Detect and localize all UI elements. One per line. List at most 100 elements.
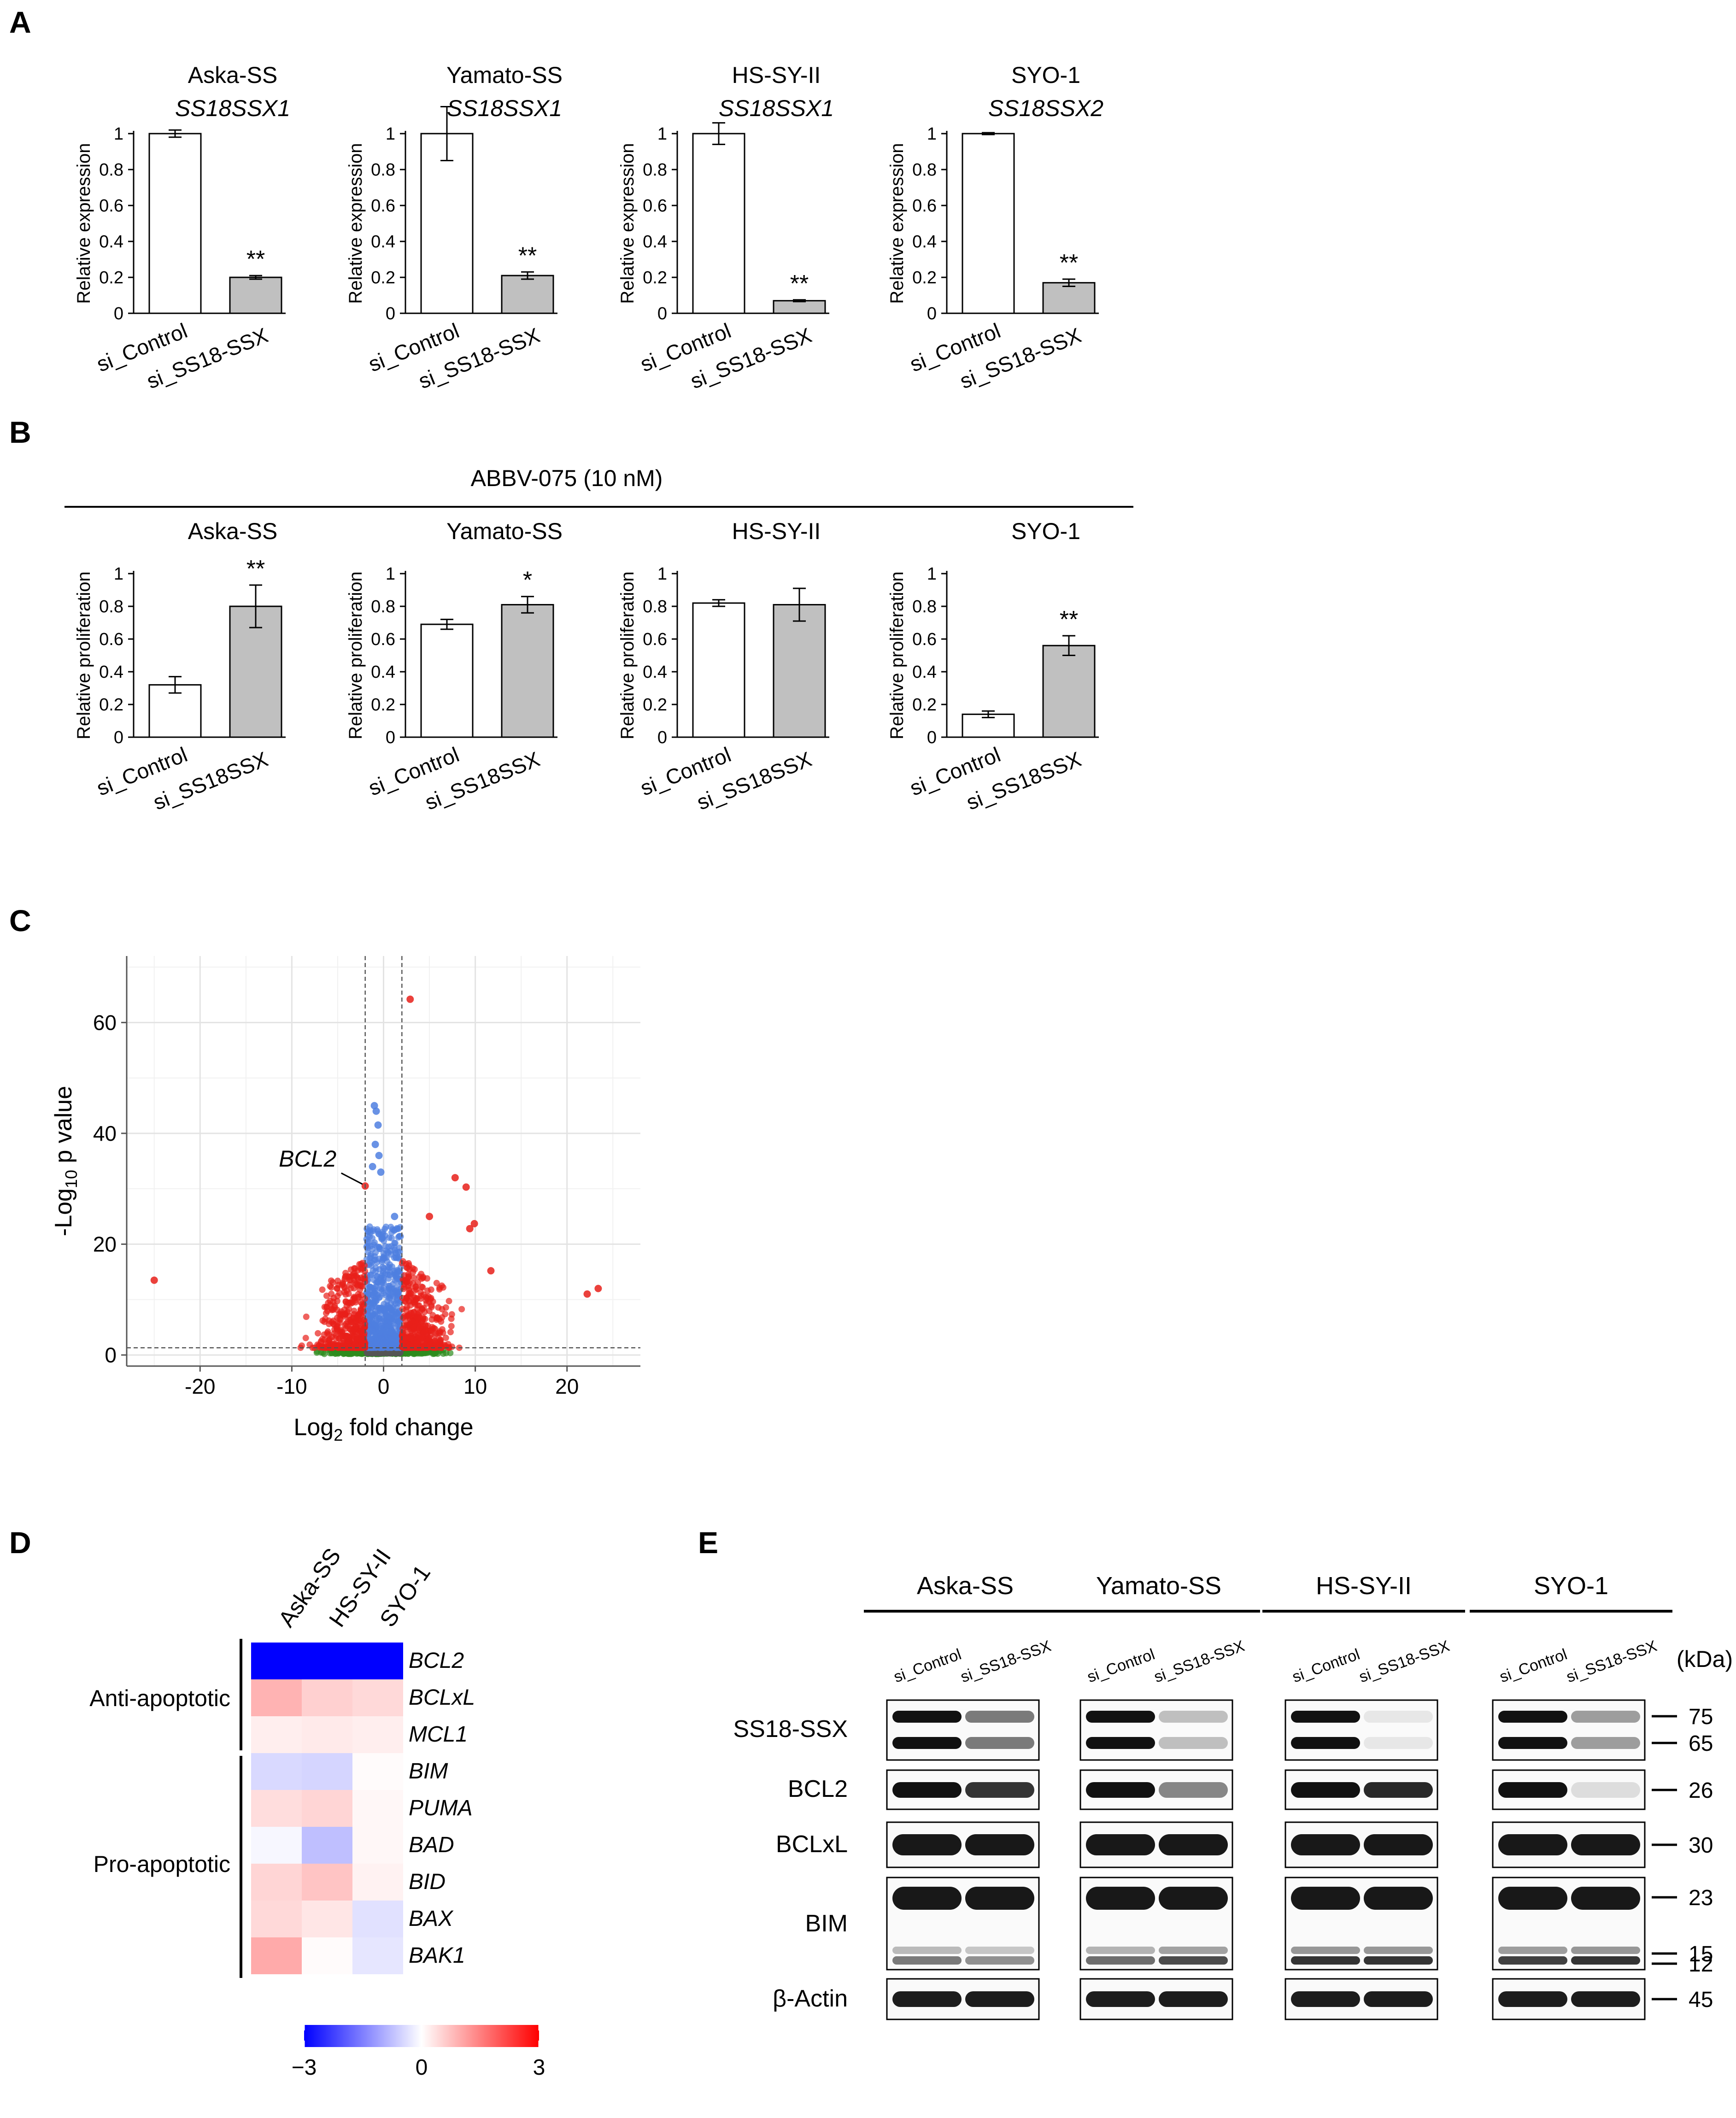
blot-band (1498, 1956, 1567, 1965)
y-tick-label: 0.2 (99, 695, 123, 715)
scatter-point (346, 1281, 353, 1288)
panel-label-a: A (9, 5, 31, 39)
scatter-point (399, 1276, 406, 1283)
scatter-point (328, 1277, 334, 1284)
scatter-point (393, 1337, 400, 1344)
y-tick-label: 0.4 (643, 232, 667, 252)
bar (420, 623, 474, 738)
y-tick-label: 0.6 (912, 196, 937, 216)
scatter-point (402, 1298, 409, 1305)
y-tick-label: 0.8 (99, 160, 123, 180)
blot-band (1159, 1956, 1228, 1965)
cell-line-title: SYO-1 (1011, 518, 1080, 544)
y-tick-label: 0 (927, 304, 937, 323)
scatter-point (410, 1336, 416, 1343)
scatter-point (405, 1274, 412, 1281)
scatter-point-highlight (451, 1174, 459, 1182)
scatter-point (376, 1307, 383, 1314)
lane-label: si_SS18-SSX (1357, 1637, 1452, 1686)
scatter-point (410, 1325, 416, 1332)
scatter-point (322, 1315, 329, 1322)
y-tick-label: 0.4 (643, 663, 667, 682)
scatter-point (343, 1332, 350, 1339)
scatter-point (429, 1350, 436, 1357)
heatmap-cell (352, 1827, 403, 1864)
scatter-point (322, 1344, 329, 1351)
blot-band (1291, 1834, 1360, 1855)
y-tick-label: 1 (927, 124, 937, 144)
y-tick-label: 0.8 (371, 597, 395, 616)
heatmap-cell (251, 1937, 302, 1974)
treatment-label: ABBV-075 (10 nM) (471, 465, 663, 491)
scatter-point (396, 1268, 403, 1275)
significance-mark: ** (790, 270, 809, 297)
significance-mark: ** (1060, 606, 1078, 633)
marker-label: 30 (1689, 1833, 1713, 1858)
scatter-point (349, 1329, 356, 1336)
marker-label: 75 (1689, 1705, 1713, 1729)
scatter-point (346, 1338, 352, 1344)
scatter-point-highlight (370, 1102, 378, 1109)
x-tick-label: 0 (378, 1374, 390, 1398)
bar (1042, 282, 1096, 314)
blot-band (1364, 1782, 1433, 1798)
scatter-point (367, 1284, 374, 1291)
y-axis-label: Relative expression (74, 143, 94, 304)
blot-band (1364, 1737, 1433, 1749)
scatter-point (424, 1275, 431, 1282)
scatter-point (391, 1227, 398, 1234)
blot-band (1159, 1834, 1228, 1855)
y-tick-label: 0.4 (912, 663, 937, 682)
row-label: BID (409, 1870, 446, 1894)
blot-box (886, 1699, 1040, 1761)
heatmap-cell (251, 1716, 302, 1753)
panel-label-e: E (698, 1525, 719, 1560)
scatter-point (406, 1262, 413, 1269)
scatter-point (383, 1313, 390, 1320)
heatmap-cell (251, 1790, 302, 1827)
blot-band (1159, 1782, 1228, 1798)
blot-box (1284, 1699, 1438, 1761)
scatter-point-highlight (466, 1225, 474, 1232)
lane-label: si_SS18-SSX (1152, 1637, 1247, 1686)
scatter-point (433, 1279, 440, 1286)
heatmap-cell (302, 1716, 352, 1753)
blot-band (1571, 1711, 1640, 1723)
scatter-point (348, 1350, 355, 1357)
scatter-point (328, 1284, 335, 1291)
scatter-point (408, 1310, 415, 1317)
scatter-point (319, 1349, 326, 1356)
y-axis-label: Relative expression (887, 143, 907, 304)
y-tick-label: 0 (114, 728, 123, 747)
y-tick-label: 1 (386, 564, 395, 584)
y-tick-label: 1 (657, 564, 667, 584)
blot-band (1291, 1947, 1360, 1954)
blot-band (1498, 1782, 1567, 1798)
blot-band (1498, 1887, 1567, 1910)
scatter-point (385, 1275, 392, 1282)
scatter-point (425, 1335, 432, 1342)
scatter-point (302, 1335, 309, 1342)
blot-band (1159, 1737, 1228, 1749)
blot-band (1086, 1737, 1155, 1749)
fusion-title: SS18SSX1 (447, 95, 562, 121)
blot-band (1571, 1737, 1640, 1749)
fusion-title: SS18SSX2 (988, 95, 1103, 121)
blot-band (1364, 1834, 1433, 1855)
panel-c: -20 -10 0 10 20 0 20 40 60 BCL2 Log2 fold change -L… (50, 956, 640, 1444)
group-label: Pro-apoptotic (94, 1851, 230, 1877)
y-tick-label: 0.2 (99, 268, 123, 287)
blot-band (1364, 1887, 1433, 1910)
blot-band (892, 1991, 962, 2007)
scatter-point (381, 1265, 387, 1272)
heatmap-cell (352, 1753, 403, 1790)
blot-band (892, 1711, 962, 1723)
y-tick-label: 1 (657, 124, 667, 144)
subplot-aska-ss: Aska-SS 0 0.2 0.4 0.6 0.8 1 Relative proliferat… (74, 518, 286, 815)
y-tick-label: 1 (114, 124, 123, 144)
y-tick-label: 0.2 (912, 695, 937, 715)
scatter-point (440, 1350, 447, 1357)
subplot-syo-1: SYO-1 0 0.2 0.4 0.6 0.8 1 Relative proliferatio… (887, 518, 1099, 815)
scatter-points (150, 995, 602, 1357)
